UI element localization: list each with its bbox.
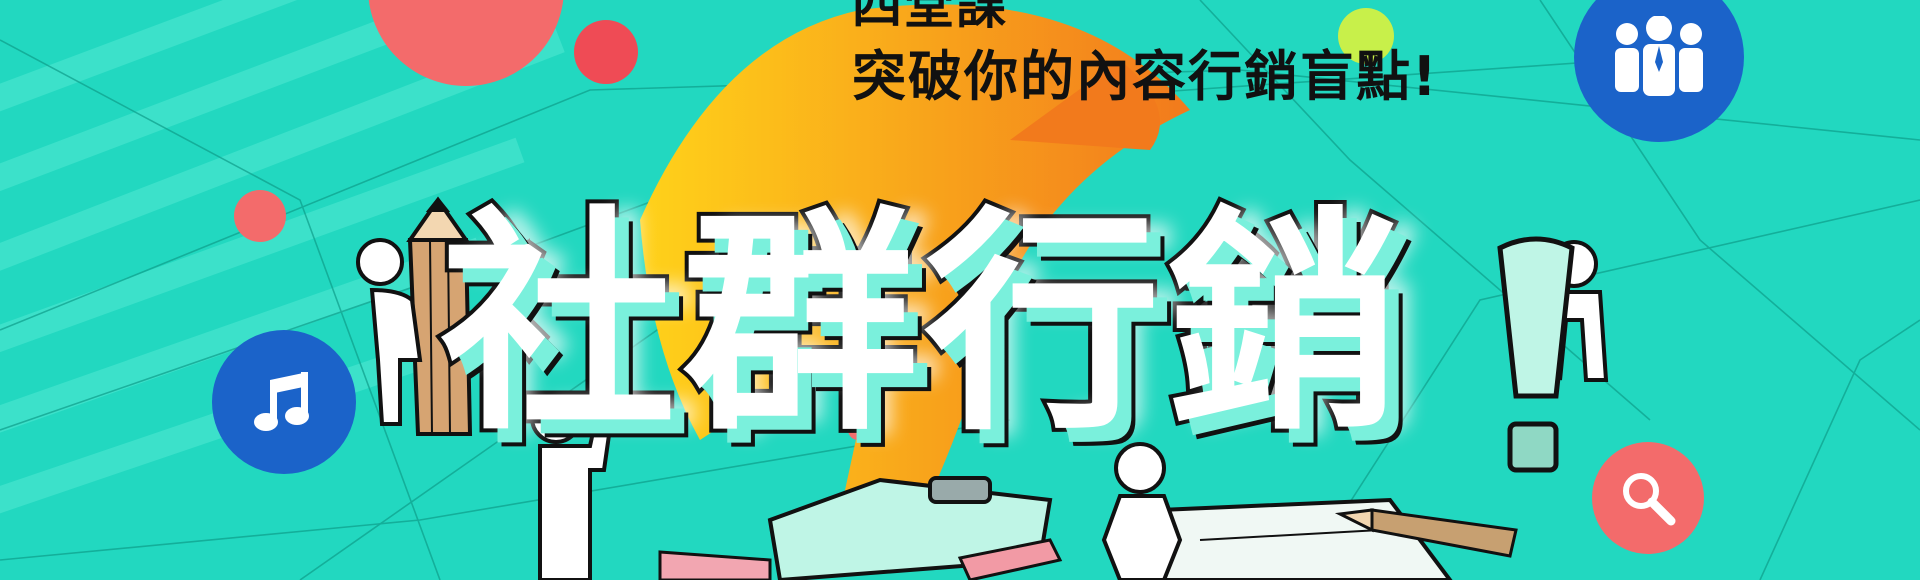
red-dot (574, 20, 638, 84)
lime-dot (1338, 8, 1394, 64)
big-pencil (406, 196, 473, 436)
coral-dot (234, 190, 286, 242)
orange-streak (640, 4, 1190, 560)
exclamation-mark (1497, 236, 1575, 473)
stick-figure-left (356, 238, 423, 426)
pencil-bottom-left (658, 538, 1063, 580)
people-group-icon (1615, 16, 1703, 96)
stick-figure-right (1101, 442, 1183, 580)
magnifier-icon (1623, 473, 1676, 526)
lightbulb-icon (446, 0, 486, 8)
music-note-icon (254, 372, 309, 431)
banner-subtitle: 突破你的內容行銷盲點! (852, 45, 1439, 108)
pencil-right (1334, 508, 1518, 558)
team-badge (1574, 0, 1744, 142)
search-badge (1592, 442, 1704, 554)
stick-figure-center (530, 392, 617, 580)
banner-main-title: 社群行銷 (436, 183, 1409, 466)
music-badge (212, 330, 356, 474)
pink-dot (848, 420, 868, 440)
course-count-heading: 四堂課 (852, 0, 1008, 35)
